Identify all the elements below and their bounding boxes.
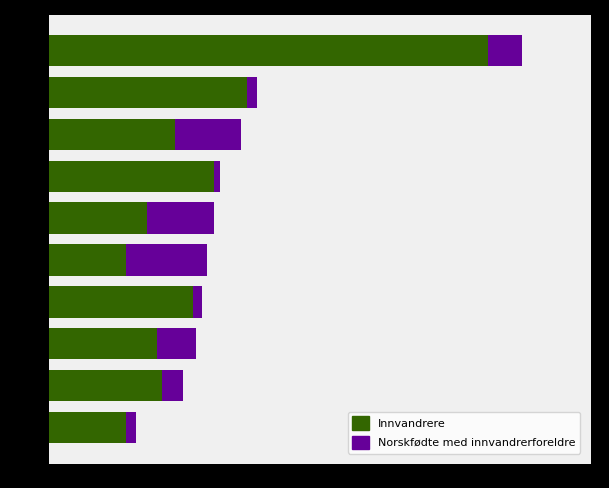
Bar xyxy=(126,244,207,276)
Bar xyxy=(49,119,175,150)
Bar xyxy=(49,203,147,234)
Bar xyxy=(147,203,214,234)
Bar xyxy=(157,328,197,360)
Bar xyxy=(49,35,488,66)
Bar xyxy=(488,35,522,66)
Bar xyxy=(49,77,247,108)
Legend: Innvandrere, Norskfødte med innvandrerforeldre: Innvandrere, Norskfødte med innvandrerfo… xyxy=(348,412,580,453)
Bar xyxy=(125,412,136,443)
Bar xyxy=(49,412,125,443)
Bar xyxy=(49,370,161,401)
Bar xyxy=(49,161,214,192)
Bar xyxy=(161,370,183,401)
Bar xyxy=(247,77,258,108)
Bar xyxy=(49,286,193,318)
Bar xyxy=(49,244,126,276)
Bar xyxy=(175,119,241,150)
Bar xyxy=(214,161,220,192)
Bar xyxy=(193,286,202,318)
Bar xyxy=(49,328,157,360)
